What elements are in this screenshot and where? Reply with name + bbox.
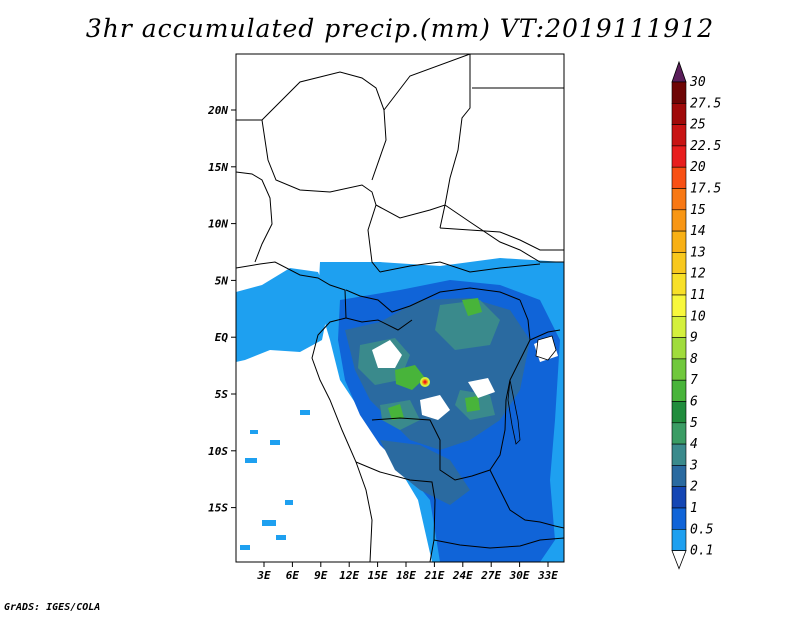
colorbar-swatch <box>671 443 687 466</box>
colorbar-swatch <box>671 124 687 147</box>
lon-tick-label: 15E <box>368 569 388 582</box>
lat-tick-label: 15S <box>208 502 228 515</box>
lon-tick-label: 9E <box>314 569 328 582</box>
colorbar-label: 3 <box>689 458 698 473</box>
colorbar-swatch <box>671 358 687 381</box>
colorbar-label: 0.1 <box>690 544 713 559</box>
colorbar-swatch <box>671 294 687 317</box>
lon-tick-label: 6E <box>286 569 300 582</box>
colorbar-label: 11 <box>690 288 706 303</box>
precip-heavy-south <box>380 440 470 505</box>
colorbar-label: 20 <box>690 160 706 175</box>
precip-red-cell <box>423 380 427 384</box>
dry-area-1 <box>372 340 402 368</box>
colorbar-top-arrow <box>671 60 687 83</box>
colorbar-label: 25 <box>690 118 706 133</box>
precip-teal-cells <box>358 300 500 430</box>
lon-tick-label: 24E <box>452 569 473 582</box>
colorbar-swatch <box>671 465 687 487</box>
colorbar-label: 5 <box>690 416 698 431</box>
colorbar-label: 27.5 <box>690 96 721 111</box>
grads-credit: GrADS: IGES/COLA <box>4 602 101 613</box>
colorbar-label: 1 <box>690 501 698 516</box>
colorbar-label: 14 <box>690 224 706 239</box>
colorbar-swatch <box>671 230 687 253</box>
colorbar-swatch <box>671 315 687 338</box>
colorbar-swatch <box>671 422 687 445</box>
colorbar-swatch <box>671 528 687 551</box>
lat-tick-label: 5N <box>215 274 229 287</box>
precip-green-cells <box>388 298 482 420</box>
latitude-axis: 20N 15N 10N 5N EQ 5S 10S 15S <box>207 104 236 515</box>
precip-field <box>236 258 564 562</box>
colorbar: 0.10.512345678910111213141517.52022.5252… <box>671 60 721 570</box>
colorbar-label: 0.5 <box>690 522 714 537</box>
colorbar-label: 10 <box>690 309 706 324</box>
lat-tick-label: 5S <box>215 388 229 401</box>
colorbar-label: 15 <box>690 203 706 218</box>
lon-tick-label: 12E <box>339 569 359 582</box>
colorbar-label: 7 <box>690 373 698 388</box>
colorbar-swatch <box>671 166 687 189</box>
colorbar-swatch <box>671 507 687 530</box>
colorbar-swatch <box>671 145 687 168</box>
longitude-axis: 3E 6E 9E 12E 15E 18E 21E 24E 27E 30E 33E <box>256 562 558 582</box>
colorbar-swatch <box>671 273 687 296</box>
ocean-scattered-cells <box>240 410 310 550</box>
colorbar-swatch <box>671 401 687 424</box>
colorbar-swatch <box>671 188 687 211</box>
map-title: 3hr accumulated precip.(mm) VT:201911191… <box>85 14 715 43</box>
colorbar-label: 30 <box>689 75 706 90</box>
dry-area-2 <box>420 395 450 420</box>
colorbar-label: 2 <box>690 480 698 495</box>
colorbar-bottom-arrow <box>671 550 687 570</box>
colorbar-label: 4 <box>690 437 698 452</box>
colorbar-label: 9 <box>690 331 698 346</box>
lat-tick-label: EQ <box>215 331 229 344</box>
colorbar-swatch <box>671 209 687 232</box>
lon-tick-label: 30E <box>509 569 530 582</box>
colorbar-swatch <box>671 486 687 509</box>
lat-tick-label: 20N <box>207 104 228 117</box>
lon-tick-label: 27E <box>480 569 501 582</box>
lake-victoria <box>535 335 557 361</box>
lon-tick-label: 21E <box>423 569 444 582</box>
country-borders <box>236 54 564 562</box>
lon-tick-label: 18E <box>396 569 416 582</box>
colorbar-label: 17.5 <box>690 182 721 197</box>
dry-area-3 <box>468 378 495 398</box>
lon-tick-label: 3E <box>256 569 271 582</box>
colorbar-swatch <box>671 81 687 104</box>
colorbar-label: 22.5 <box>690 139 721 154</box>
colorbar-label: 8 <box>690 352 698 367</box>
lake-tanganyika <box>507 379 521 445</box>
lat-tick-label: 10S <box>208 445 228 458</box>
colorbar-swatch <box>671 252 687 274</box>
map-frame <box>235 53 565 563</box>
lat-tick-label: 10N <box>208 218 228 231</box>
lon-tick-label: 33E <box>537 569 558 582</box>
colorbar-label: 6 <box>690 395 698 410</box>
precip-light-west <box>236 268 330 362</box>
colorbar-label: 12 <box>690 267 706 282</box>
colorbar-swatch <box>671 379 687 402</box>
colorbar-swatch <box>671 103 687 125</box>
colorbar-swatch <box>671 337 687 360</box>
colorbar-label: 13 <box>690 245 706 260</box>
lat-tick-label: 15N <box>208 161 228 174</box>
